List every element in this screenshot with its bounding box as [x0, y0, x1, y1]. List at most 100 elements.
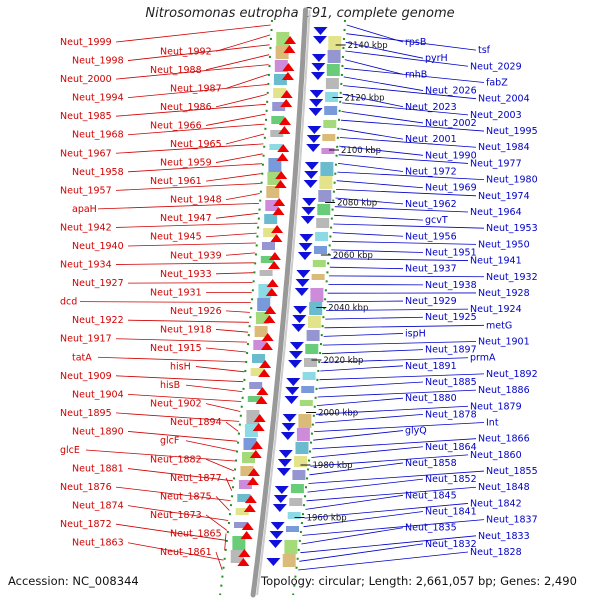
left-gene-label[interactable]: Neut_1968: [72, 130, 124, 141]
right-gene-label[interactable]: glyQ: [405, 426, 427, 437]
left-gene-label[interactable]: Neut_1985: [60, 111, 112, 122]
right-gene-label[interactable]: Neut_1980: [486, 175, 538, 186]
right-gene-label[interactable]: Neut_1937: [405, 264, 457, 275]
right-gene-label[interactable]: Neut_1901: [478, 337, 530, 348]
right-gene-label[interactable]: Neut_1828: [470, 547, 522, 558]
right-gene-label[interactable]: Neut_2004: [478, 94, 530, 105]
right-gene-label[interactable]: Neut_1852: [425, 474, 477, 485]
left-gene-label[interactable]: Neut_1945: [150, 232, 202, 243]
left-gene-label[interactable]: Neut_1994: [72, 93, 124, 104]
right-gene-label[interactable]: gcvT: [425, 215, 448, 226]
right-gene-label[interactable]: Neut_1984: [478, 142, 530, 153]
right-gene-label[interactable]: fabZ: [486, 77, 508, 88]
right-gene-label[interactable]: Neut_2002: [425, 118, 477, 129]
right-gene-label[interactable]: pyrH: [425, 53, 448, 64]
right-gene-label[interactable]: Neut_1860: [470, 450, 522, 461]
right-gene-label[interactable]: Neut_1956: [405, 231, 457, 242]
right-gene-label[interactable]: Neut_1969: [425, 183, 477, 194]
right-gene-label[interactable]: Neut_1941: [470, 256, 522, 267]
left-gene-label[interactable]: Neut_1863: [72, 538, 124, 549]
left-gene-label[interactable]: Neut_1904: [72, 389, 124, 400]
left-gene-label[interactable]: Neut_1881: [72, 464, 124, 475]
right-gene-label[interactable]: ispH: [405, 328, 426, 339]
left-gene-label[interactable]: Neut_1998: [72, 56, 124, 67]
right-gene-label[interactable]: Neut_1866: [478, 434, 530, 445]
left-gene-label[interactable]: Neut_1948: [170, 195, 222, 206]
left-gene-label[interactable]: glcE: [60, 445, 80, 456]
right-gene-label[interactable]: Neut_1848: [478, 482, 530, 493]
right-gene-label[interactable]: Neut_1891: [405, 361, 457, 372]
left-gene-label[interactable]: tatA: [72, 352, 92, 363]
right-gene-label[interactable]: Neut_1951: [425, 247, 477, 258]
right-gene-label[interactable]: Neut_1878: [425, 409, 477, 420]
left-gene-label[interactable]: Neut_1918: [160, 324, 212, 335]
left-gene-label[interactable]: Neut_1966: [150, 120, 202, 131]
left-gene-label[interactable]: Neut_1934: [60, 260, 112, 271]
right-gene-label[interactable]: Neut_1837: [486, 515, 538, 526]
left-gene-label[interactable]: Neut_1961: [150, 176, 202, 187]
right-gene-label[interactable]: Neut_1938: [425, 280, 477, 291]
right-gene-label[interactable]: Neut_1964: [470, 207, 522, 218]
right-gene-label[interactable]: Neut_1885: [425, 377, 477, 388]
right-gene-label[interactable]: Neut_2026: [425, 86, 477, 97]
right-gene-label[interactable]: tsf: [478, 45, 491, 56]
left-gene-label[interactable]: Neut_1874: [72, 501, 124, 512]
right-gene-label[interactable]: Neut_1886: [478, 385, 530, 396]
left-gene-label[interactable]: Neut_1931: [150, 287, 202, 298]
left-gene-label[interactable]: Neut_1942: [60, 222, 112, 233]
left-gene-label[interactable]: Neut_1865: [170, 528, 222, 539]
left-gene-label[interactable]: Neut_1873: [150, 510, 202, 521]
right-gene-label[interactable]: prmA: [470, 353, 496, 364]
right-gene-label[interactable]: Neut_1928: [478, 288, 530, 299]
left-gene-label[interactable]: Neut_1947: [160, 213, 212, 224]
left-gene-label[interactable]: Neut_1890: [72, 426, 124, 437]
right-gene-label[interactable]: Neut_1842: [470, 498, 522, 509]
right-gene-label[interactable]: Neut_1835: [405, 523, 457, 534]
right-gene-label[interactable]: Neut_1995: [486, 126, 538, 137]
left-gene-label[interactable]: Neut_1988: [150, 65, 202, 76]
left-gene-label[interactable]: Neut_1992: [160, 46, 212, 57]
right-gene-label[interactable]: Neut_1833: [478, 531, 530, 542]
left-gene-label[interactable]: Neut_1915: [150, 343, 202, 354]
left-gene-label[interactable]: Neut_2000: [60, 74, 112, 85]
left-gene-label[interactable]: Neut_1875: [160, 491, 212, 502]
left-gene-label[interactable]: Neut_1933: [160, 269, 212, 280]
left-gene-label[interactable]: Neut_1965: [170, 139, 222, 150]
right-gene-label[interactable]: Neut_1950: [478, 239, 530, 250]
left-gene-label[interactable]: Neut_1895: [60, 408, 112, 419]
right-gene-label[interactable]: Neut_1990: [425, 150, 477, 161]
right-gene-label[interactable]: Neut_1974: [478, 191, 530, 202]
left-gene-label[interactable]: Neut_1940: [72, 241, 124, 252]
right-gene-label[interactable]: Neut_1925: [425, 312, 477, 323]
left-gene-label[interactable]: Neut_1967: [60, 148, 112, 159]
left-gene-label[interactable]: Neut_1926: [170, 306, 222, 317]
right-gene-label[interactable]: Neut_2023: [405, 102, 457, 113]
right-gene-label[interactable]: Neut_1972: [405, 167, 457, 178]
left-gene-label[interactable]: Neut_1876: [60, 482, 112, 493]
right-gene-label[interactable]: Neut_1929: [405, 296, 457, 307]
right-gene-label[interactable]: Neut_1858: [405, 458, 457, 469]
left-gene-label[interactable]: Neut_1861: [160, 547, 212, 558]
left-gene-label[interactable]: glcF: [160, 436, 179, 447]
left-gene-label[interactable]: Neut_1999: [60, 37, 112, 48]
left-gene-label[interactable]: Neut_1882: [150, 454, 202, 465]
right-gene-label[interactable]: Neut_1855: [486, 466, 538, 477]
left-gene-label[interactable]: Neut_1877: [170, 473, 222, 484]
right-gene-label[interactable]: Neut_1879: [470, 401, 522, 412]
right-gene-label[interactable]: Neut_1977: [470, 158, 522, 169]
right-gene-label[interactable]: Neut_2003: [470, 110, 522, 121]
right-gene-label[interactable]: Int: [486, 417, 499, 428]
left-gene-label[interactable]: Neut_1987: [170, 83, 222, 94]
left-gene-label[interactable]: Neut_1909: [60, 371, 112, 382]
left-gene-label[interactable]: Neut_1894: [170, 417, 222, 428]
left-gene-label[interactable]: Neut_1958: [72, 167, 124, 178]
left-gene-label[interactable]: dcd: [60, 297, 77, 308]
right-gene-label[interactable]: Neut_1841: [425, 507, 477, 518]
left-gene-label[interactable]: hisH: [170, 362, 191, 373]
right-gene-label[interactable]: Neut_1832: [425, 539, 477, 550]
right-gene-label[interactable]: rnhB: [405, 69, 427, 80]
left-gene-label[interactable]: apaH: [72, 204, 97, 215]
right-gene-label[interactable]: Neut_2001: [405, 134, 457, 145]
left-gene-label[interactable]: Neut_1917: [60, 334, 112, 345]
left-gene-label[interactable]: Neut_1986: [160, 102, 212, 113]
